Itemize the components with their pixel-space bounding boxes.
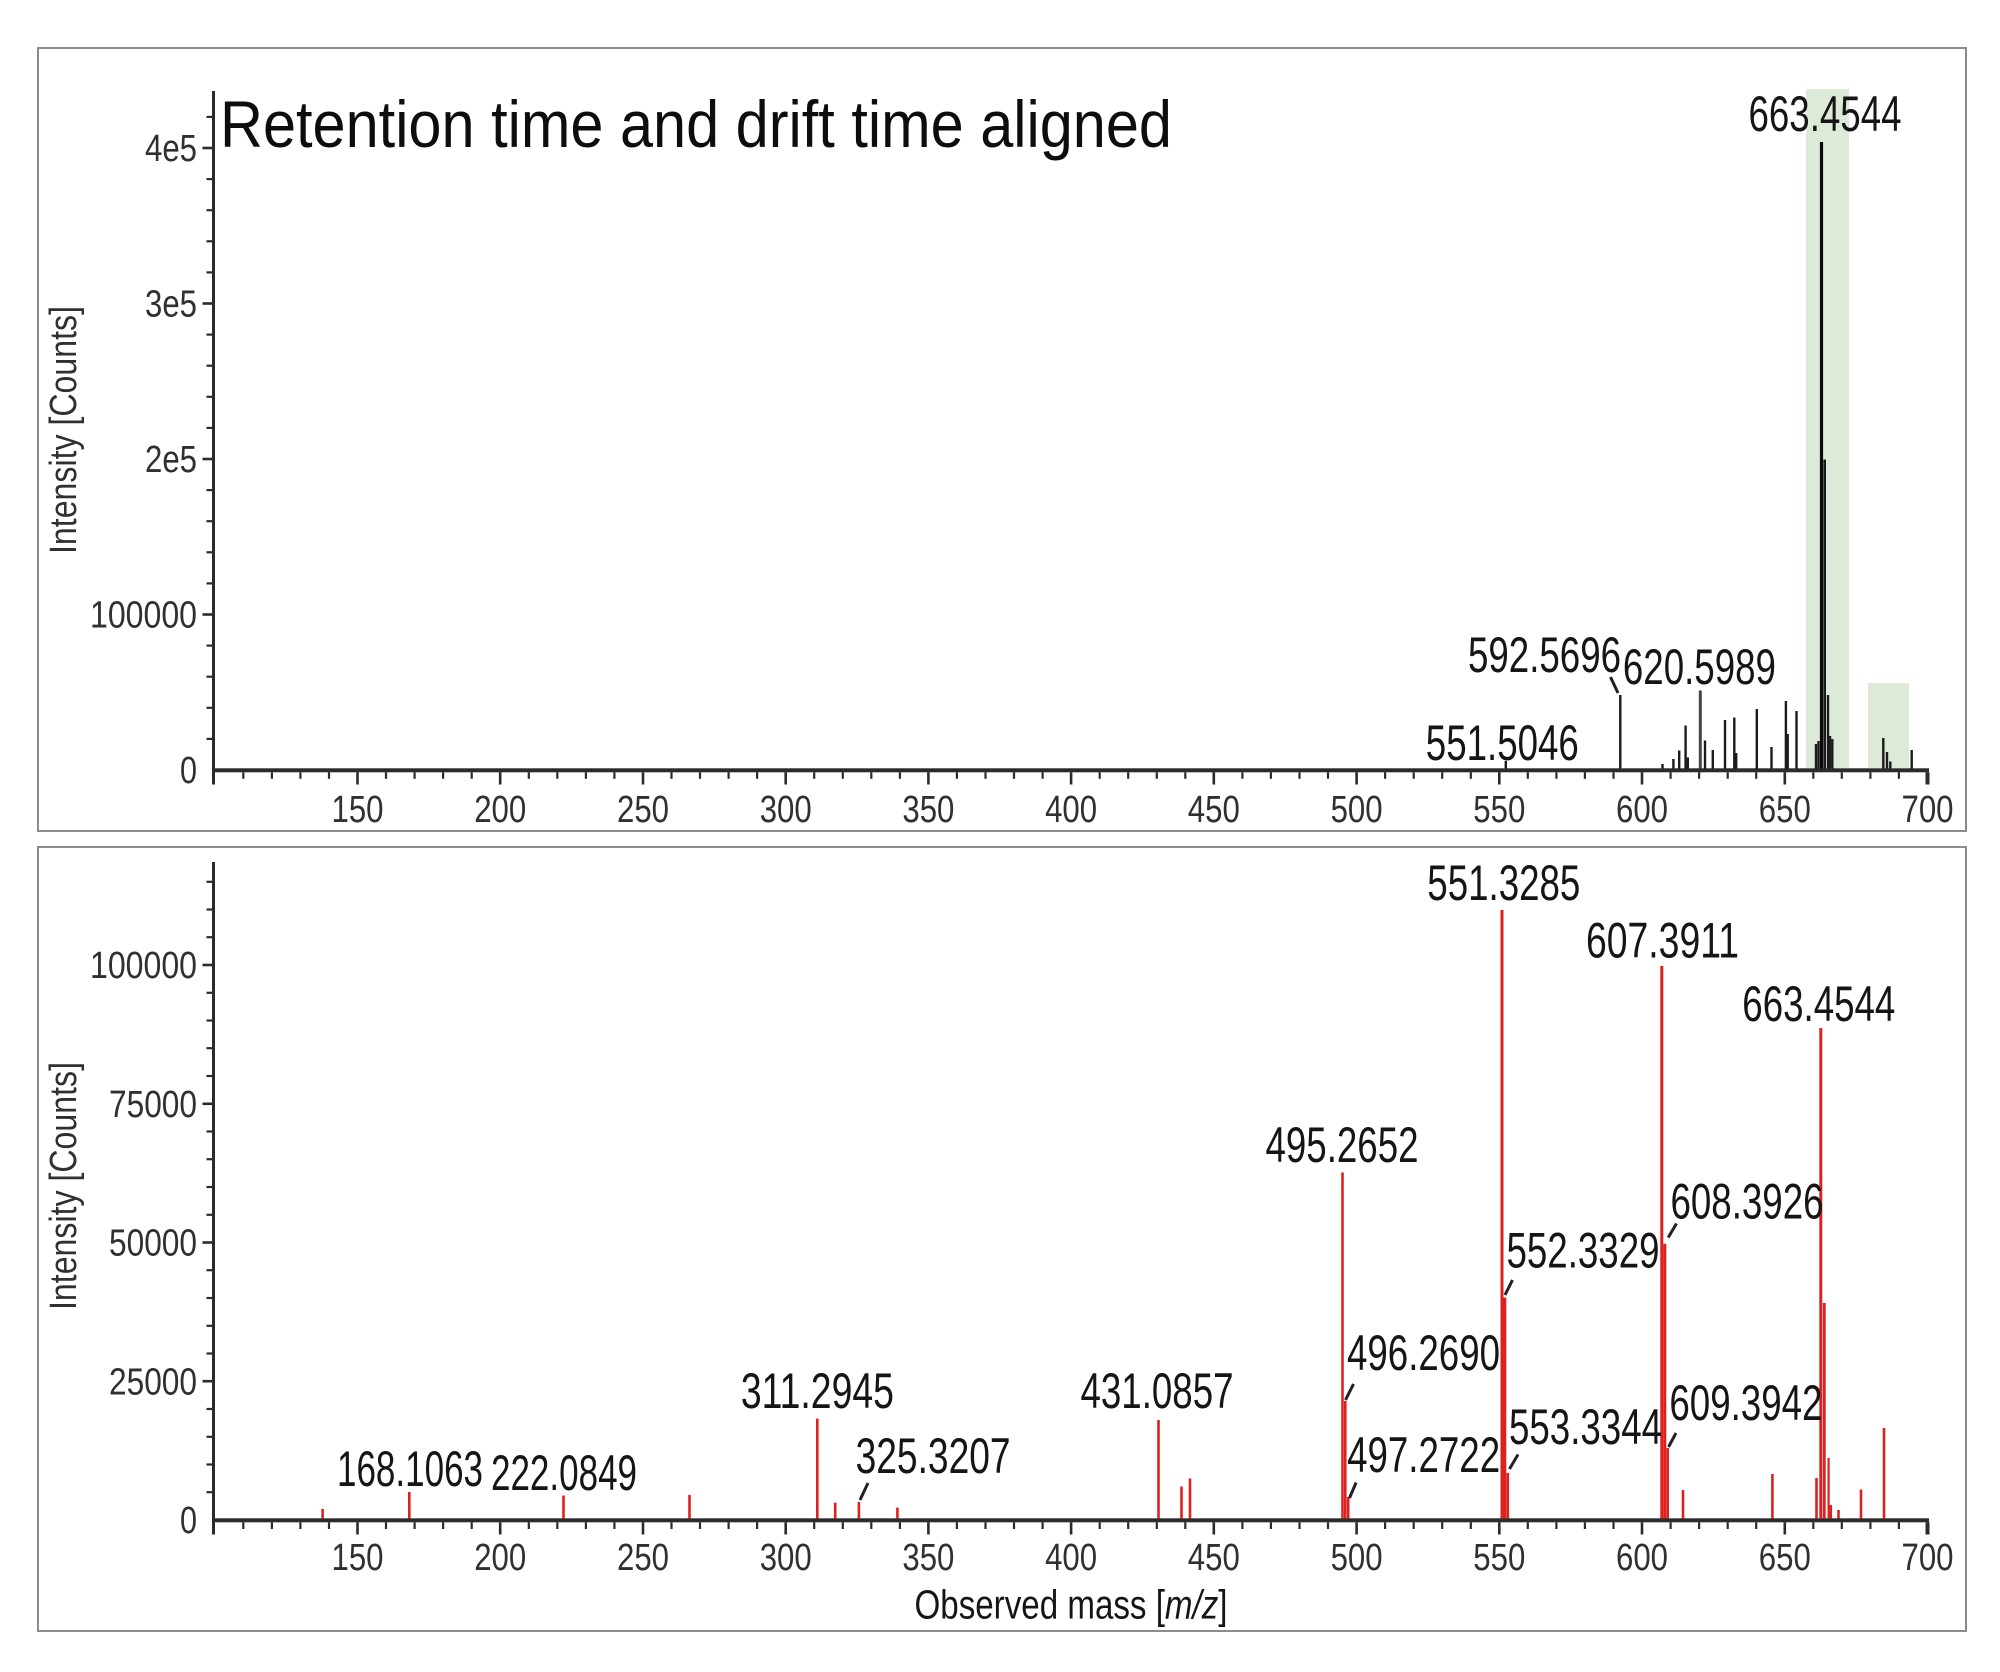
svg-text:700: 700 bbox=[1902, 789, 1954, 831]
svg-text:311.2945: 311.2945 bbox=[741, 1363, 894, 1419]
svg-text:700: 700 bbox=[1902, 1537, 1954, 1579]
svg-text:600: 600 bbox=[1616, 789, 1668, 831]
svg-text:400: 400 bbox=[1045, 789, 1097, 831]
svg-text:Retention time and drift time: Retention time and drift time aligned bbox=[220, 87, 1172, 161]
svg-text:552.3329: 552.3329 bbox=[1507, 1223, 1660, 1279]
svg-text:25000: 25000 bbox=[109, 1361, 197, 1403]
svg-text:431.0857: 431.0857 bbox=[1081, 1363, 1234, 1419]
svg-text:0: 0 bbox=[180, 750, 197, 792]
svg-text:350: 350 bbox=[902, 789, 954, 831]
svg-text:150: 150 bbox=[332, 1537, 384, 1579]
svg-text:Intensity [Counts]: Intensity [Counts] bbox=[43, 1062, 85, 1310]
svg-text:650: 650 bbox=[1759, 1537, 1811, 1579]
svg-text:250: 250 bbox=[617, 789, 669, 831]
svg-text:450: 450 bbox=[1188, 789, 1240, 831]
svg-text:553.3344: 553.3344 bbox=[1509, 1399, 1662, 1455]
svg-text:600: 600 bbox=[1616, 1537, 1668, 1579]
svg-text:620.5989: 620.5989 bbox=[1623, 639, 1776, 695]
svg-text:222.0849: 222.0849 bbox=[491, 1445, 637, 1501]
svg-text:200: 200 bbox=[474, 789, 526, 831]
svg-text:50000: 50000 bbox=[109, 1223, 197, 1265]
svg-text:650: 650 bbox=[1759, 789, 1811, 831]
svg-text:400: 400 bbox=[1045, 1537, 1097, 1579]
svg-text:100000: 100000 bbox=[90, 945, 197, 987]
svg-text:3e5: 3e5 bbox=[145, 284, 197, 326]
svg-text:663.4544: 663.4544 bbox=[1749, 86, 1902, 142]
svg-text:300: 300 bbox=[760, 789, 812, 831]
svg-text:325.3207: 325.3207 bbox=[856, 1428, 1011, 1484]
svg-text:496.2690: 496.2690 bbox=[1347, 1325, 1500, 1381]
svg-text:2e5: 2e5 bbox=[145, 439, 197, 481]
svg-text:607.3911: 607.3911 bbox=[1586, 913, 1739, 969]
svg-text:592.5696: 592.5696 bbox=[1468, 627, 1621, 683]
svg-text:450: 450 bbox=[1188, 1537, 1240, 1579]
svg-text:500: 500 bbox=[1331, 1537, 1383, 1579]
svg-text:550: 550 bbox=[1473, 1537, 1525, 1579]
svg-text:150: 150 bbox=[332, 789, 384, 831]
svg-text:495.2652: 495.2652 bbox=[1266, 1117, 1419, 1173]
svg-text:663.4544: 663.4544 bbox=[1742, 976, 1895, 1032]
svg-text:168.1063: 168.1063 bbox=[337, 1441, 483, 1497]
svg-text:550: 550 bbox=[1473, 789, 1525, 831]
svg-text:Intensity [Counts]: Intensity [Counts] bbox=[43, 306, 85, 554]
svg-text:551.5046: 551.5046 bbox=[1426, 715, 1579, 771]
svg-text:75000: 75000 bbox=[109, 1084, 197, 1126]
svg-text:551.3285: 551.3285 bbox=[1427, 855, 1580, 911]
svg-text:497.2722: 497.2722 bbox=[1347, 1427, 1500, 1483]
svg-text:4e5: 4e5 bbox=[145, 128, 197, 170]
svg-text:500: 500 bbox=[1331, 789, 1383, 831]
svg-text:250: 250 bbox=[617, 1537, 669, 1579]
svg-text:350: 350 bbox=[902, 1537, 954, 1579]
svg-text:100000: 100000 bbox=[90, 595, 197, 637]
svg-text:300: 300 bbox=[760, 1537, 812, 1579]
svg-text:0: 0 bbox=[180, 1500, 197, 1542]
svg-text:608.3926: 608.3926 bbox=[1671, 1174, 1824, 1230]
svg-text:Observed mass [m/z]: Observed mass [m/z] bbox=[915, 1582, 1228, 1628]
svg-text:200: 200 bbox=[474, 1537, 526, 1579]
svg-text:609.3942: 609.3942 bbox=[1669, 1375, 1822, 1431]
